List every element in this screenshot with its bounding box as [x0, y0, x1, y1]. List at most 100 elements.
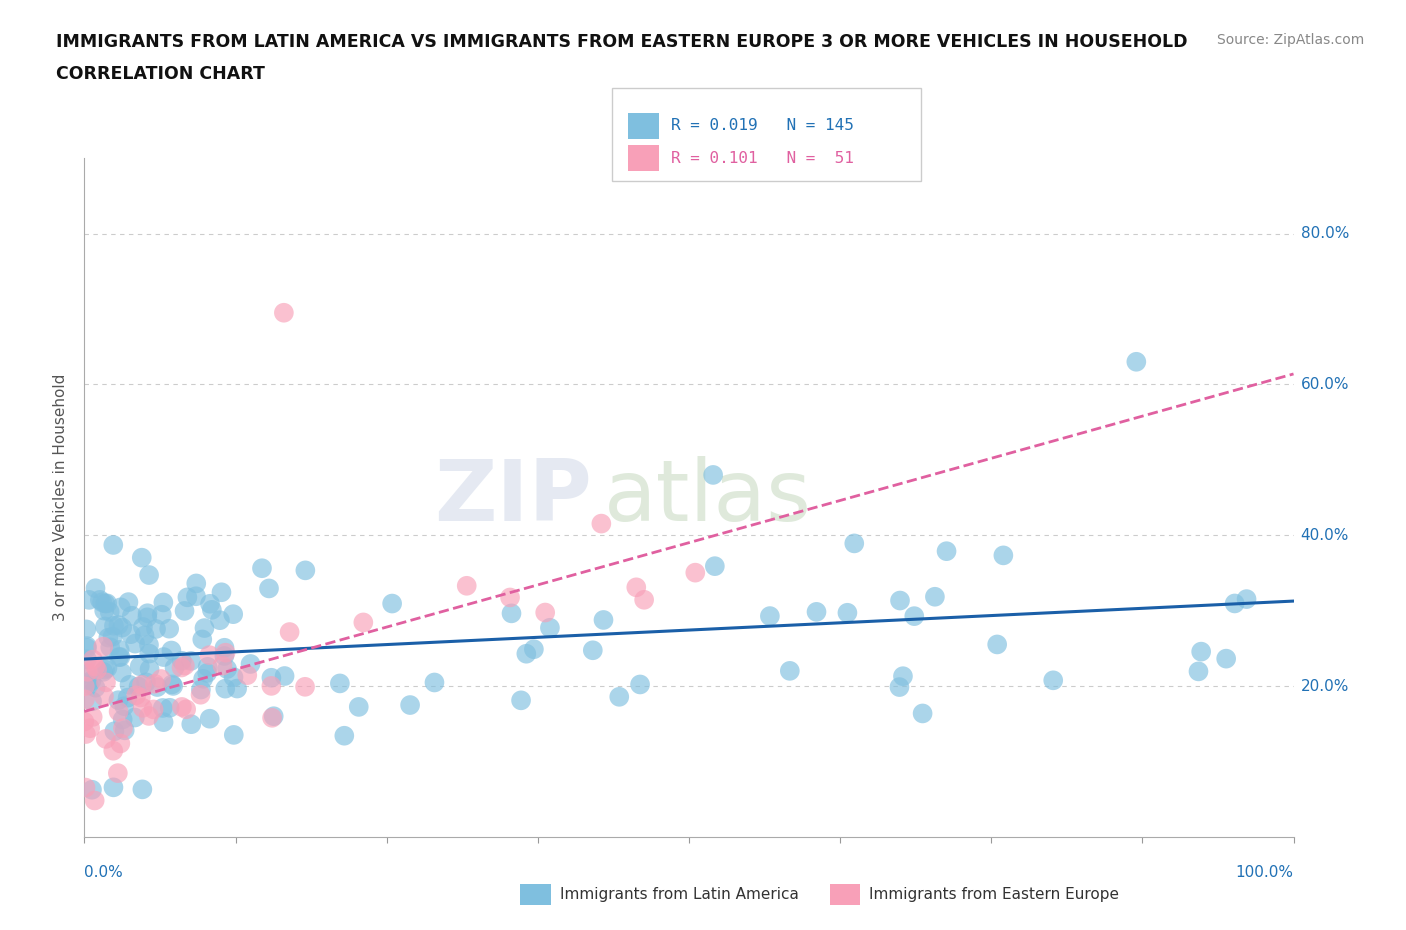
- Point: [160, 677, 183, 692]
- Point: [217, 661, 239, 676]
- Point: [98, 604, 121, 619]
- Point: [278, 625, 301, 640]
- Point: [84, 681, 107, 696]
- Point: [112, 698, 135, 713]
- Point: [103, 743, 125, 758]
- Point: [77, 592, 100, 607]
- Point: [1215, 651, 1237, 666]
- Point: [138, 662, 160, 677]
- Point: [191, 671, 214, 686]
- Point: [94, 675, 117, 690]
- Point: [170, 699, 193, 714]
- Text: 100.0%: 100.0%: [1236, 865, 1294, 880]
- Point: [80, 782, 103, 797]
- Point: [114, 723, 136, 737]
- Point: [273, 305, 295, 320]
- Point: [381, 596, 404, 611]
- Point: [163, 660, 186, 675]
- Point: [97, 631, 120, 645]
- Point: [1125, 354, 1147, 369]
- Point: [250, 561, 273, 576]
- Point: [91, 595, 114, 610]
- Point: [510, 693, 533, 708]
- Point: [499, 590, 522, 604]
- Point: [211, 658, 233, 673]
- Point: [214, 648, 236, 663]
- Point: [150, 671, 173, 686]
- Point: [935, 544, 957, 559]
- Point: [84, 659, 107, 674]
- Point: [94, 732, 117, 747]
- Point: [142, 702, 165, 717]
- Text: Immigrants from Eastern Europe: Immigrants from Eastern Europe: [869, 887, 1119, 902]
- Point: [222, 727, 245, 742]
- Point: [110, 736, 132, 751]
- Point: [117, 690, 139, 705]
- Point: [75, 780, 97, 795]
- Text: 80.0%: 80.0%: [1301, 226, 1348, 241]
- Point: [257, 581, 280, 596]
- Point: [108, 650, 131, 665]
- Point: [582, 643, 605, 658]
- Point: [844, 536, 866, 551]
- Point: [239, 657, 262, 671]
- Point: [333, 728, 356, 743]
- Text: 60.0%: 60.0%: [1301, 377, 1348, 392]
- Point: [273, 669, 295, 684]
- Point: [294, 563, 316, 578]
- Point: [190, 682, 212, 697]
- Point: [592, 613, 614, 628]
- Point: [108, 643, 131, 658]
- Point: [75, 622, 97, 637]
- Point: [82, 652, 104, 667]
- Point: [180, 654, 202, 669]
- Point: [152, 650, 174, 665]
- Point: [75, 726, 97, 741]
- Point: [94, 662, 117, 677]
- Point: [515, 646, 537, 661]
- Point: [110, 600, 132, 615]
- Text: CORRELATION CHART: CORRELATION CHART: [56, 65, 266, 83]
- Point: [128, 679, 150, 694]
- Point: [903, 609, 925, 624]
- Point: [98, 640, 121, 655]
- Point: [134, 628, 156, 643]
- Point: [214, 641, 236, 656]
- Text: 40.0%: 40.0%: [1301, 527, 1348, 543]
- Point: [193, 620, 215, 635]
- Point: [1042, 673, 1064, 688]
- Point: [86, 662, 108, 677]
- Point: [76, 652, 98, 667]
- Point: [399, 698, 422, 712]
- Point: [703, 559, 725, 574]
- Point: [124, 711, 146, 725]
- Point: [159, 700, 181, 715]
- Point: [152, 715, 174, 730]
- Point: [73, 692, 96, 707]
- Text: R = 0.101   N =  51: R = 0.101 N = 51: [671, 151, 853, 166]
- Point: [76, 641, 98, 656]
- Point: [607, 689, 630, 704]
- Point: [76, 639, 98, 654]
- Point: [131, 551, 153, 565]
- Point: [170, 654, 193, 669]
- Point: [198, 711, 221, 726]
- Point: [214, 681, 236, 696]
- Point: [129, 690, 152, 705]
- Point: [80, 673, 103, 688]
- Point: [198, 647, 221, 662]
- Point: [118, 677, 141, 692]
- Point: [993, 548, 1015, 563]
- Point: [501, 606, 523, 621]
- Point: [889, 593, 911, 608]
- Point: [145, 621, 167, 636]
- Point: [534, 605, 557, 620]
- Point: [138, 637, 160, 652]
- Point: [176, 590, 198, 604]
- Point: [136, 610, 159, 625]
- Point: [197, 659, 219, 674]
- Point: [208, 613, 231, 628]
- Point: [201, 603, 224, 618]
- Point: [135, 675, 157, 690]
- Point: [111, 620, 134, 635]
